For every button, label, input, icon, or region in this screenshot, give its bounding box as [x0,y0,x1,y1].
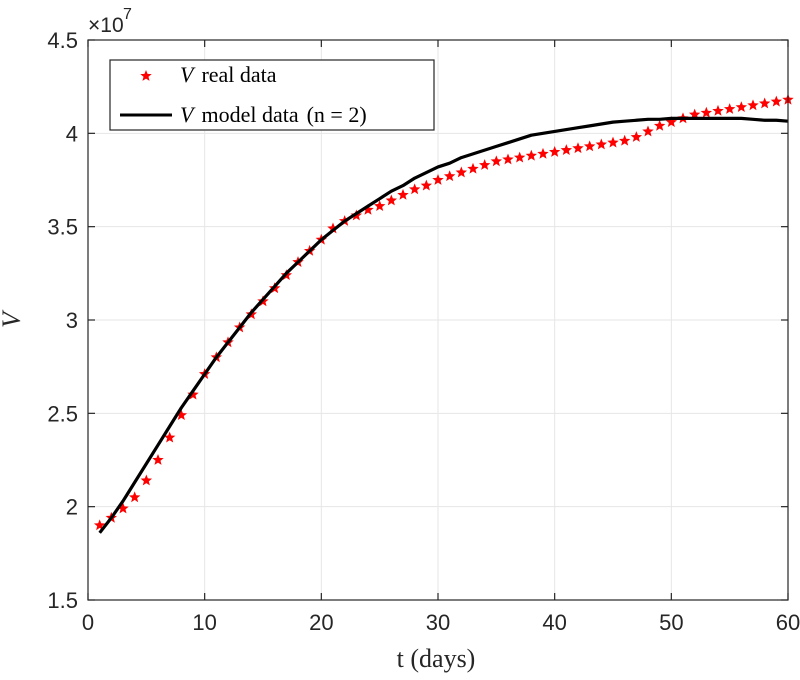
legend-real-text: real data [201,62,276,87]
real-data-point [700,106,713,118]
y-tick-label: 2 [66,495,78,520]
legend-star-marker [140,70,152,81]
real-data-point [770,95,783,107]
x-tick-label: 20 [309,610,333,635]
real-data-point [490,155,503,167]
real-data-point [747,99,759,111]
x-tick-label: 0 [82,610,94,635]
real-data-point [140,474,153,486]
real-data-point [117,502,129,514]
real-data-point [723,103,736,114]
real-data-point [397,188,409,200]
real-data-point [712,104,724,116]
x-tick-label: 40 [542,610,566,635]
real-data-point [187,388,199,400]
axis-labels: t (days) V [0,309,475,673]
legend-model-text: model data [201,102,298,127]
y-tick-label: 3 [66,308,78,333]
real-data-point [478,159,491,170]
real-data-point [455,166,468,178]
real-data-point [618,134,631,146]
real-data-point [93,519,106,531]
real-data-point [420,179,433,191]
y-exponent-power: 7 [123,6,132,23]
legend-model-paren: (n = 2) [307,102,367,127]
real-data-point [163,431,176,443]
real-data-point [548,146,561,157]
x-tick-label: 30 [426,610,450,635]
y-exponent-base: ×10 [88,14,124,37]
x-axis-label: t (days) [397,644,476,673]
legend-box [109,59,435,131]
real-data-point [607,136,619,148]
y-tick-label: 1.5 [47,588,78,613]
real-data-point [443,170,456,182]
x-tick-label: 10 [192,610,216,635]
real-data-point [560,144,573,155]
real-data-point [373,200,386,211]
real-data-point [758,97,771,109]
legend-real-math: V [180,62,196,87]
y-axis-exponent: ×10 7 [88,6,132,37]
y-tick-label: 4 [66,121,78,146]
real-data-point [630,131,643,142]
real-data-point [583,140,596,152]
real-data-point [735,101,748,113]
real-data-point [385,194,398,206]
real-data-point [128,491,141,503]
real-data-point [467,162,479,174]
legend-marker-real-data [140,70,152,81]
series-layer [93,93,794,534]
real-data-point [432,174,444,185]
real-data-point [152,454,164,465]
y-tick-label: 2.5 [47,401,78,426]
y-axis-label: V [0,309,26,328]
real-data-point [502,153,514,165]
real-data-point [665,116,678,127]
real-data-point [513,151,526,163]
legend-model-math: V [180,102,196,127]
real-data-point [572,142,584,154]
real-data-point [688,108,701,120]
axis-ticks: 0 10 20 30 40 50 60 1.5 2 2.5 3 3.5 4 4.5 [47,28,800,635]
real-data-point [175,409,188,421]
real-data-point [525,149,538,161]
real-data-point [408,183,421,195]
real-data-point [642,125,654,137]
model-data-line [98,116,789,534]
real-data-point [327,222,339,234]
y-tick-label: 3.5 [47,215,78,240]
x-tick-label: 60 [776,610,800,635]
y-tick-label: 4.5 [47,28,78,53]
real-data-point [362,203,374,215]
real-data-point [537,147,549,159]
x-tick-label: 50 [659,610,683,635]
real-data-point [653,119,666,131]
real-data-point [595,138,608,150]
